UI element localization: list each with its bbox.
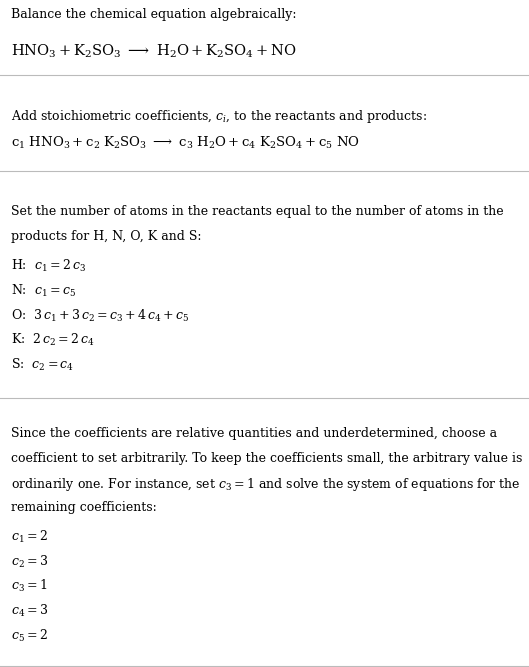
Text: coefficient to set arbitrarily. To keep the coefficients small, the arbitrary va: coefficient to set arbitrarily. To keep … [11, 452, 522, 464]
Text: H:  $c_1 = 2\,c_3$: H: $c_1 = 2\,c_3$ [11, 258, 86, 274]
Text: $\mathrm{HNO_3 + K_2SO_3 \ \longrightarrow \ H_2O + K_2SO_4 + NO}$: $\mathrm{HNO_3 + K_2SO_3 \ \longrightarr… [11, 43, 296, 60]
Text: $c_2 = 3$: $c_2 = 3$ [11, 554, 48, 570]
Text: $c_5 = 2$: $c_5 = 2$ [11, 628, 47, 644]
Text: N:  $c_1 = c_5$: N: $c_1 = c_5$ [11, 283, 76, 299]
Text: Since the coefficients are relative quantities and underdetermined, choose a: Since the coefficients are relative quan… [11, 427, 497, 440]
Text: S:  $c_2 = c_4$: S: $c_2 = c_4$ [11, 357, 74, 373]
Text: Add stoichiometric coefficients, $c_i$, to the reactants and products:: Add stoichiometric coefficients, $c_i$, … [11, 108, 426, 125]
Text: $c_4 = 3$: $c_4 = 3$ [11, 603, 48, 619]
Text: $c_3 = 1$: $c_3 = 1$ [11, 578, 47, 594]
Text: K:  $2\,c_2 = 2\,c_4$: K: $2\,c_2 = 2\,c_4$ [11, 332, 94, 348]
Text: $c_1 = 2$: $c_1 = 2$ [11, 529, 47, 545]
Text: $\mathrm{c_1\ HNO_3 + c_2\ K_2SO_3 \ \longrightarrow \ c_3\ H_2O + c_4\ K_2SO_4 : $\mathrm{c_1\ HNO_3 + c_2\ K_2SO_3 \ \lo… [11, 135, 359, 151]
Text: ordinarily one. For instance, set $c_3 = 1$ and solve the system of equations fo: ordinarily one. For instance, set $c_3 =… [11, 476, 520, 493]
Text: O:  $3\,c_1 + 3\,c_2 = c_3 + 4\,c_4 + c_5$: O: $3\,c_1 + 3\,c_2 = c_3 + 4\,c_4 + c_5… [11, 307, 189, 323]
Text: remaining coefficients:: remaining coefficients: [11, 501, 157, 514]
Text: Balance the chemical equation algebraically:: Balance the chemical equation algebraica… [11, 8, 296, 21]
Text: products for H, N, O, K and S:: products for H, N, O, K and S: [11, 230, 201, 243]
Text: Set the number of atoms in the reactants equal to the number of atoms in the: Set the number of atoms in the reactants… [11, 205, 503, 217]
